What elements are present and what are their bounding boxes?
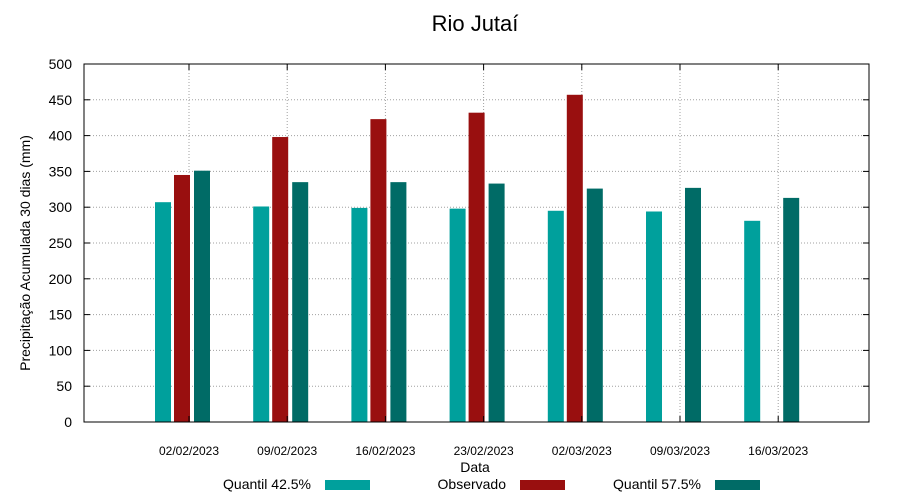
bar — [646, 211, 662, 422]
y-axis-label: Precipitação Acumulada 30 dias (mm) — [17, 135, 33, 371]
bar — [449, 208, 466, 422]
x-axis-label: Data — [460, 459, 490, 475]
y-tick-label: 250 — [49, 235, 73, 251]
bar — [566, 94, 583, 423]
chart-title: Rio Jutaí — [432, 11, 519, 36]
y-tick-label: 500 — [49, 56, 73, 72]
bar — [390, 182, 407, 422]
bar — [685, 187, 701, 422]
bar — [783, 197, 800, 422]
y-tick-label: 300 — [49, 199, 73, 215]
y-ticks: 0 50 100 150 200 250 300 350 400 450 500 — [49, 56, 869, 430]
y-tick-label: 200 — [49, 271, 73, 287]
y-tick-label: 50 — [56, 378, 72, 394]
bar — [547, 210, 564, 422]
bar — [351, 207, 368, 422]
legend-label: Quantil 42.5% — [223, 476, 311, 492]
bar — [370, 119, 387, 422]
x-tick-label: 23/02/2023 — [454, 444, 514, 458]
x-tick-label: 02/03/2023 — [552, 444, 612, 458]
legend-label: Quantil 57.5% — [613, 476, 701, 492]
bar — [586, 188, 603, 422]
bar — [488, 183, 505, 422]
y-tick-label: 450 — [49, 92, 73, 108]
x-tick-label: 16/02/2023 — [355, 444, 415, 458]
bar — [468, 112, 485, 423]
y-tick-label: 350 — [49, 163, 73, 179]
bar — [155, 202, 171, 422]
grid-lines — [84, 64, 869, 422]
bar — [272, 137, 289, 423]
bar — [194, 170, 210, 422]
x-tick-label: 09/02/2023 — [257, 444, 317, 458]
bar — [292, 182, 309, 422]
y-tick-label: 400 — [49, 128, 73, 144]
x-tick-label: 09/03/2023 — [650, 444, 710, 458]
bar — [253, 206, 270, 422]
x-tick-label: 02/02/2023 — [159, 444, 219, 458]
legend-swatch — [715, 480, 760, 490]
y-tick-label: 100 — [49, 342, 73, 358]
bar — [174, 174, 190, 422]
bar — [744, 220, 761, 422]
y-tick-label: 150 — [49, 307, 73, 323]
legend-label: Observado — [438, 476, 507, 492]
legend-swatch — [325, 480, 370, 490]
x-ticks: 02/02/2023 09/02/2023 16/02/2023 23/02/2023… — [159, 64, 809, 458]
bars — [155, 94, 800, 423]
legend-swatch — [520, 480, 565, 490]
x-tick-label: 16/03/2023 — [748, 444, 808, 458]
y-tick-label: 0 — [64, 414, 72, 430]
legend: Quantil 42.5% Observado Quantil 57.5% — [223, 476, 760, 492]
